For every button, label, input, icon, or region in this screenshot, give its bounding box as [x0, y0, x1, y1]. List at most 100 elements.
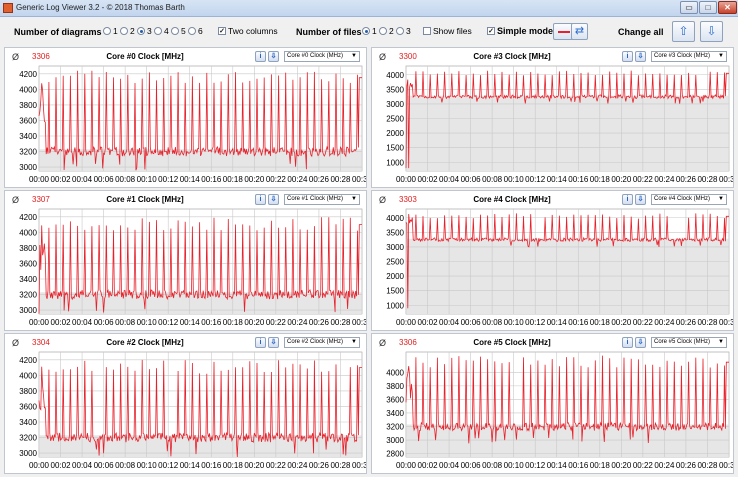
x-tick-label: 00:02 [418, 175, 439, 184]
x-tick-label: 00:10 [137, 318, 158, 327]
current-value: 3306 [32, 52, 50, 61]
maximize-button[interactable]: □ [699, 1, 717, 14]
minimize-button[interactable]: ▭ [680, 1, 698, 14]
diagrams-option-4[interactable]: 4 [154, 26, 169, 36]
diagrams-option-2[interactable]: 2 [120, 26, 135, 36]
x-tick-label: 00:20 [244, 175, 265, 184]
baseline-shade [406, 424, 729, 457]
move-down-icon[interactable]: ⇩ [635, 51, 646, 62]
window-title: Generic Log Viewer 3.2 - © 2018 Thomas B… [16, 3, 185, 12]
average-icon: Ø [12, 195, 20, 205]
radio-icon [137, 27, 145, 35]
x-tick-label: 00:18 [590, 175, 611, 184]
swap-icon[interactable]: ⇄ [571, 23, 588, 40]
move-down-icon[interactable]: ⇩ [635, 337, 646, 348]
y-tick-label: 3200 [19, 148, 37, 157]
x-tick-label: 00:28 [697, 175, 718, 184]
x-tick-label: 00:06 [94, 318, 115, 327]
series-select[interactable]: Core #5 Clock (MHz) ▼ [651, 337, 727, 348]
move-down-icon[interactable]: ⇩ [268, 337, 279, 348]
x-tick-label: 00:12 [158, 461, 179, 470]
x-tick-label: 00:00 [396, 175, 417, 184]
diagrams-option-5[interactable]: 5 [171, 26, 186, 36]
x-tick-label: 00:22 [266, 318, 287, 327]
y-tick-label: 3400 [386, 409, 404, 418]
series-select[interactable]: Core #3 Clock (MHz) ▼ [651, 51, 727, 62]
files-option-1[interactable]: 1 [362, 26, 377, 36]
show-files-checkbox[interactable]: Show files [423, 26, 472, 36]
checkbox-icon: ✓ [487, 27, 495, 35]
x-tick-label: 00:30 [719, 175, 733, 184]
info-icon[interactable]: i [622, 51, 633, 62]
y-tick-label: 4000 [386, 368, 404, 377]
x-tick-label: 00:00 [29, 175, 50, 184]
y-tick-label: 4200 [19, 70, 37, 79]
series-select[interactable]: Core #4 Clock (MHz) ▼ [651, 194, 727, 205]
y-tick-label: 3800 [19, 387, 37, 396]
x-tick-label: 00:02 [418, 318, 439, 327]
x-tick-label: 00:20 [611, 318, 632, 327]
move-down-all-button[interactable]: ⇩ [700, 21, 723, 42]
y-tick-label: 3400 [19, 132, 37, 141]
average-icon: Ø [379, 338, 387, 348]
x-tick-label: 00:20 [611, 175, 632, 184]
title-bar: Generic Log Viewer 3.2 - © 2018 Thomas B… [0, 0, 738, 17]
y-tick-label: 4000 [19, 85, 37, 94]
chart-panel-core4: Ø 3303 Core #4 Clock [MHz] i ⇩ Core #4 C… [371, 190, 734, 331]
files-option-3[interactable]: 3 [396, 26, 411, 36]
x-tick-label: 00:30 [352, 318, 366, 327]
x-tick-label: 00:20 [611, 461, 632, 470]
chart-panel-core0: Ø 3306 Core #0 Clock [MHz] i ⇩ Core #0 C… [4, 47, 367, 188]
move-down-icon[interactable]: ⇩ [635, 194, 646, 205]
x-tick-label: 00:08 [482, 461, 503, 470]
info-icon[interactable]: i [255, 337, 266, 348]
files-option-label: 1 [372, 26, 377, 36]
x-tick-label: 00:24 [654, 318, 675, 327]
x-tick-label: 00:30 [719, 461, 733, 470]
move-down-icon[interactable]: ⇩ [268, 194, 279, 205]
y-tick-label: 3500 [386, 85, 404, 94]
x-tick-label: 00:24 [287, 175, 308, 184]
two-columns-checkbox[interactable]: ✓ Two columns [218, 26, 278, 36]
radio-icon [362, 27, 370, 35]
checkbox-icon: ✓ [218, 27, 226, 35]
info-icon[interactable]: i [255, 51, 266, 62]
diagrams-option-3[interactable]: 3 [137, 26, 152, 36]
x-tick-label: 00:04 [439, 175, 460, 184]
chart-panel-core3: Ø 3300 Core #3 Clock [MHz] i ⇩ Core #3 C… [371, 47, 734, 188]
x-tick-label: 00:30 [352, 175, 366, 184]
diagrams-option-label: 1 [113, 26, 118, 36]
x-tick-label: 00:12 [525, 318, 546, 327]
line-color-swatch [558, 31, 570, 33]
move-up-all-button[interactable]: ⇧ [672, 21, 695, 42]
x-tick-label: 00:26 [309, 175, 330, 184]
diagrams-option-1[interactable]: 1 [103, 26, 118, 36]
files-option-2[interactable]: 2 [379, 26, 394, 36]
diagrams-option-6[interactable]: 6 [188, 26, 203, 36]
move-down-icon[interactable]: ⇩ [268, 51, 279, 62]
x-tick-label: 00:02 [51, 461, 72, 470]
x-tick-label: 00:16 [568, 318, 589, 327]
info-icon[interactable]: i [622, 337, 633, 348]
x-tick-label: 00:24 [287, 318, 308, 327]
close-button[interactable]: ✕ [718, 1, 737, 14]
x-tick-label: 00:28 [330, 318, 351, 327]
y-tick-label: 1000 [386, 301, 404, 310]
info-icon[interactable]: i [622, 194, 633, 205]
x-tick-label: 00:02 [51, 318, 72, 327]
x-tick-label: 00:08 [115, 175, 136, 184]
average-icon: Ø [379, 195, 387, 205]
x-tick-label: 00:10 [504, 318, 525, 327]
series-select[interactable]: Core #0 Clock (MHz) ▼ [284, 51, 360, 62]
diagrams-option-label: 5 [181, 26, 186, 36]
checkbox-icon [423, 27, 431, 35]
chart-title: Core #3 Clock [MHz] [473, 52, 551, 61]
series-select[interactable]: Core #2 Clock (MHz) ▼ [284, 337, 360, 348]
info-icon[interactable]: i [255, 194, 266, 205]
simple-mode-checkbox[interactable]: ✓ Simple mode [487, 26, 553, 36]
y-tick-label: 2500 [386, 258, 404, 267]
x-tick-label: 00:22 [633, 461, 654, 470]
series-select[interactable]: Core #1 Clock (MHz) ▼ [284, 194, 360, 205]
